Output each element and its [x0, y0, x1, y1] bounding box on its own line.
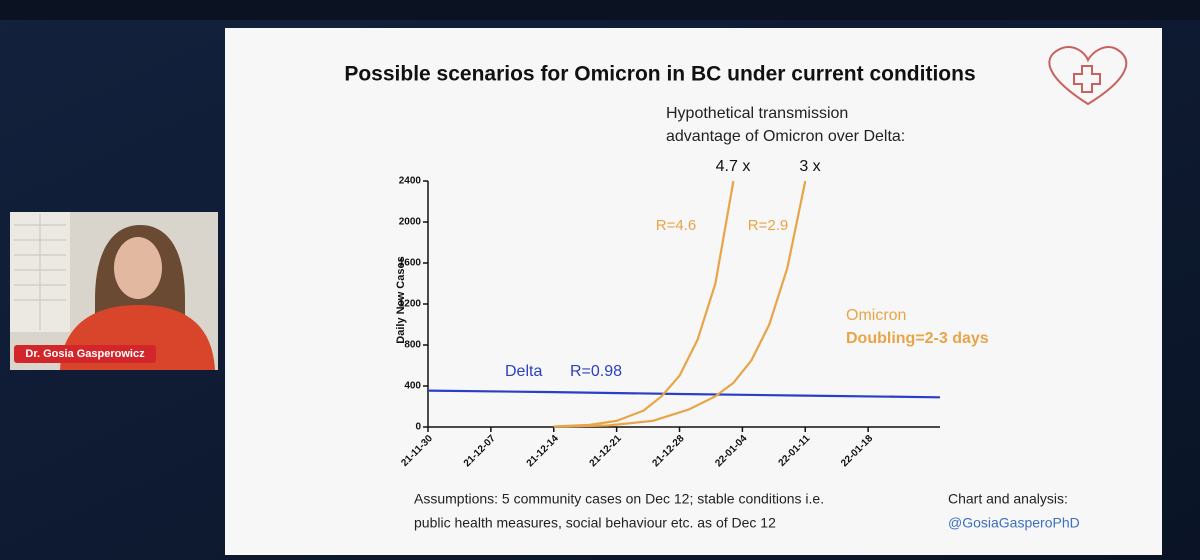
annotation: R=2.9 [748, 217, 788, 234]
y-tick-label: 0 [415, 422, 421, 433]
subtitle: advantage of Omicron over Delta: [666, 128, 905, 145]
credit-handle: @GosiaGasperoPhD [948, 515, 1080, 531]
series-line [427, 389, 941, 399]
annotation: Omicron [846, 307, 906, 324]
y-tick-label: 2000 [399, 217, 422, 228]
annotation: R=0.98 [570, 363, 622, 380]
assumptions: Assumptions: 5 community cases on Dec 12… [414, 491, 824, 507]
heart-icon [1048, 46, 1128, 106]
subtitle: Hypothetical transmission [666, 105, 848, 122]
credit: Chart and analysis: [948, 491, 1068, 507]
top-strip [0, 0, 1200, 20]
series-line [553, 180, 735, 428]
y-tick-label: 1200 [399, 299, 422, 310]
assumptions: public health measures, social behaviour… [414, 515, 776, 531]
webcam: Dr. Gosia Gasperowicz [10, 212, 218, 370]
y-tick-label: 400 [404, 381, 421, 392]
series-label: 3 x [799, 158, 820, 175]
y-tick-label: 800 [404, 340, 421, 351]
chart-title: Possible scenarios for Omicron in BC und… [344, 63, 975, 86]
slide [225, 28, 1162, 555]
series-line [553, 180, 807, 428]
y-tick-label: 1600 [399, 258, 422, 269]
series-label: 4.7 x [716, 158, 751, 175]
y-axis-label: Daily New Cases [395, 256, 407, 343]
annotation: R=4.6 [656, 217, 696, 234]
annotation: Doubling=2-3 days [846, 330, 989, 347]
series-label: Delta [505, 363, 542, 380]
y-tick-label: 2400 [399, 176, 422, 187]
webcam-name: Dr. Gosia Gasperowicz [25, 348, 145, 360]
